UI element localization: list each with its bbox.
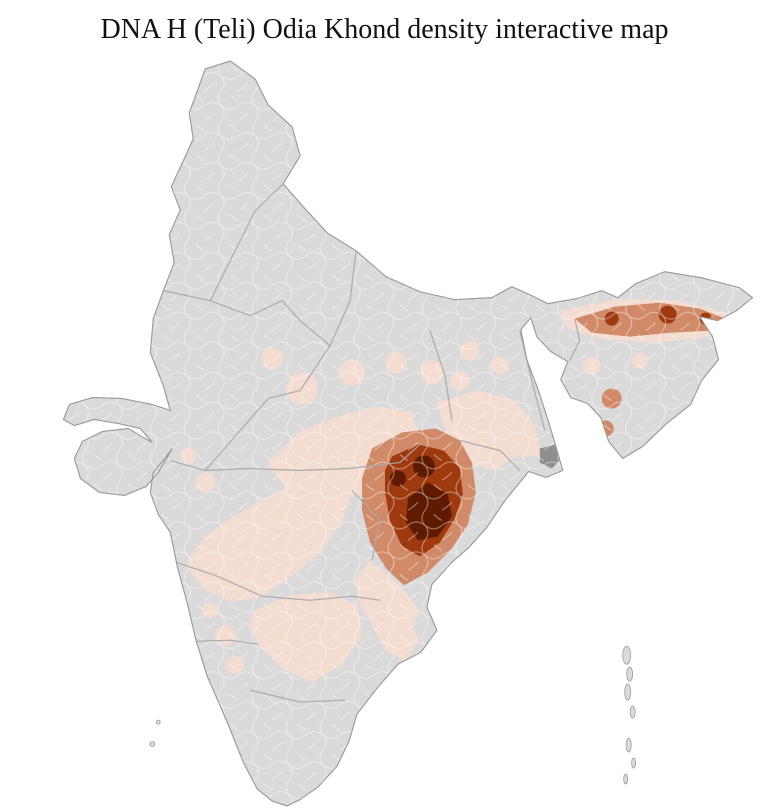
- india-density-map[interactable]: [0, 56, 769, 812]
- lakshadweep-islands[interactable]: [149, 719, 161, 747]
- state-borders: [163, 183, 581, 703]
- map-container: [0, 56, 769, 812]
- map-title: DNA H (Teli) Odia Khond density interact…: [100, 14, 669, 45]
- andaman-nicobar-islands[interactable]: [622, 645, 637, 785]
- district-borders-texture: [63, 60, 753, 807]
